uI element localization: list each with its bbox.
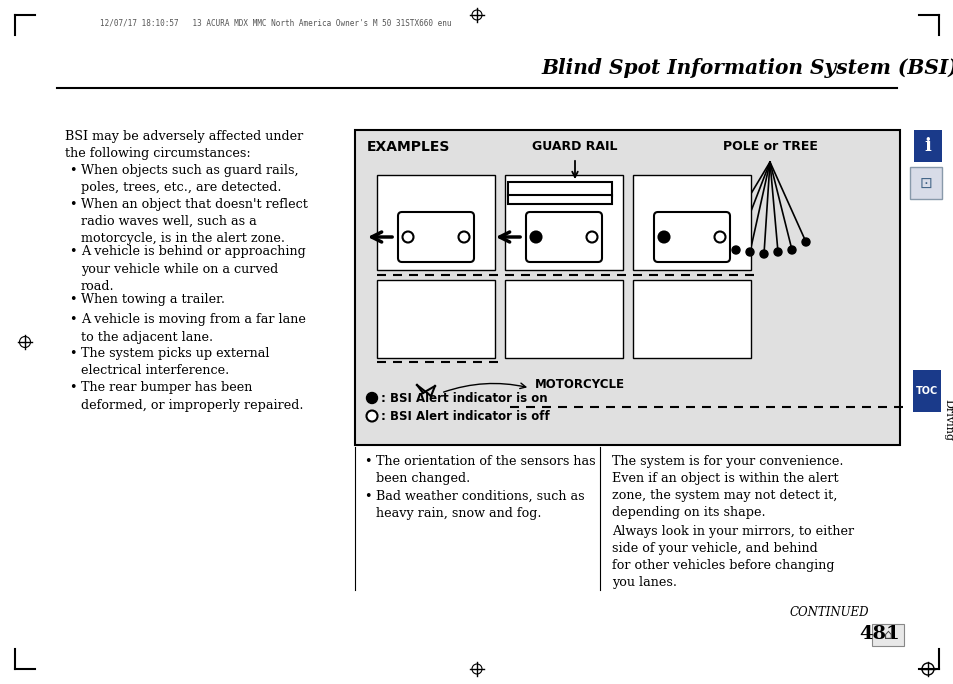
Bar [507,195,612,204]
Text: : BSI Alert indicator is on: : BSI Alert indicator is on [380,391,547,404]
Text: Blind Spot Information System (BSI): Blind Spot Information System (BSI) [541,58,953,78]
FancyBboxPatch shape [525,212,601,262]
Circle shape [366,410,377,421]
Circle shape [658,231,669,243]
Text: GUARD RAIL: GUARD RAIL [532,140,618,153]
Circle shape [731,246,740,254]
Text: MOTORCYCLE: MOTORCYCLE [535,378,624,391]
Circle shape [773,248,781,256]
Text: •: • [364,490,371,503]
Text: •: • [69,382,76,395]
FancyBboxPatch shape [654,212,729,262]
Text: A vehicle is behind or approaching
your vehicle while on a curved
road.: A vehicle is behind or approaching your … [81,246,305,293]
Text: •: • [69,198,76,211]
Circle shape [760,250,767,258]
Text: 12/07/17 18:10:57   13 ACURA MDX MMC North America Owner's M 50 31STX660 enu: 12/07/17 18:10:57 13 ACURA MDX MMC North… [100,18,451,27]
Text: Driving: Driving [942,399,952,441]
Text: •: • [69,293,76,306]
Text: ⊡: ⊡ [919,176,931,191]
FancyBboxPatch shape [397,212,474,262]
Text: CONTINUED: CONTINUED [789,605,868,618]
Bar [871,624,903,646]
Text: The system picks up external
electrical interference.: The system picks up external electrical … [81,347,269,378]
Text: When towing a trailer.: When towing a trailer. [81,293,225,306]
Bar [504,280,622,358]
Circle shape [530,231,541,243]
Text: •: • [69,164,76,177]
Bar [376,280,495,358]
Text: The rear bumper has been
deformed, or improperly repaired.: The rear bumper has been deformed, or im… [81,382,303,412]
Circle shape [714,231,724,243]
Circle shape [586,231,597,243]
Text: The orientation of the sensors has
been changed.: The orientation of the sensors has been … [375,455,595,485]
Circle shape [787,246,795,254]
Text: 481: 481 [858,625,899,643]
Text: The system is for your convenience.
Even if an object is within the alert
zone, : The system is for your convenience. Even… [612,455,842,519]
Circle shape [718,238,725,246]
Bar [355,130,899,445]
Text: POLE or TREE: POLE or TREE [721,140,817,153]
Bar [912,370,940,412]
Text: Always look in your mirrors, to either
side of your vehicle, and behind
for othe: Always look in your mirrors, to either s… [612,525,853,589]
Text: i: i [923,137,930,155]
Text: When objects such as guard rails,
poles, trees, etc., are detected.: When objects such as guard rails, poles,… [81,164,298,194]
Circle shape [801,238,809,246]
Bar [504,175,622,270]
Text: •: • [69,313,76,326]
Bar [507,182,612,196]
Bar [913,130,941,162]
Bar [633,175,750,270]
Text: TOC: TOC [915,386,937,396]
Circle shape [402,231,413,243]
Text: •: • [69,246,76,259]
Bar [633,280,750,358]
Text: Bad weather conditions, such as
heavy rain, snow and fog.: Bad weather conditions, such as heavy ra… [375,490,584,520]
Text: A vehicle is moving from a far lane
to the adjacent lane.: A vehicle is moving from a far lane to t… [81,313,306,343]
Bar [376,175,495,270]
Text: EXAMPLES: EXAMPLES [367,140,450,154]
Circle shape [458,231,469,243]
Circle shape [366,393,377,404]
Text: : BSI Alert indicator is off: : BSI Alert indicator is off [380,410,549,423]
Text: ⌂: ⌂ [882,628,891,642]
Text: •: • [69,347,76,360]
Text: When an object that doesn't reflect
radio waves well, such as a
motorcycle, is i: When an object that doesn't reflect radi… [81,198,308,245]
Text: •: • [364,455,371,468]
Bar [909,167,941,199]
Circle shape [745,248,753,256]
Text: BSI may be adversely affected under
the following circumstances:: BSI may be adversely affected under the … [65,130,303,160]
